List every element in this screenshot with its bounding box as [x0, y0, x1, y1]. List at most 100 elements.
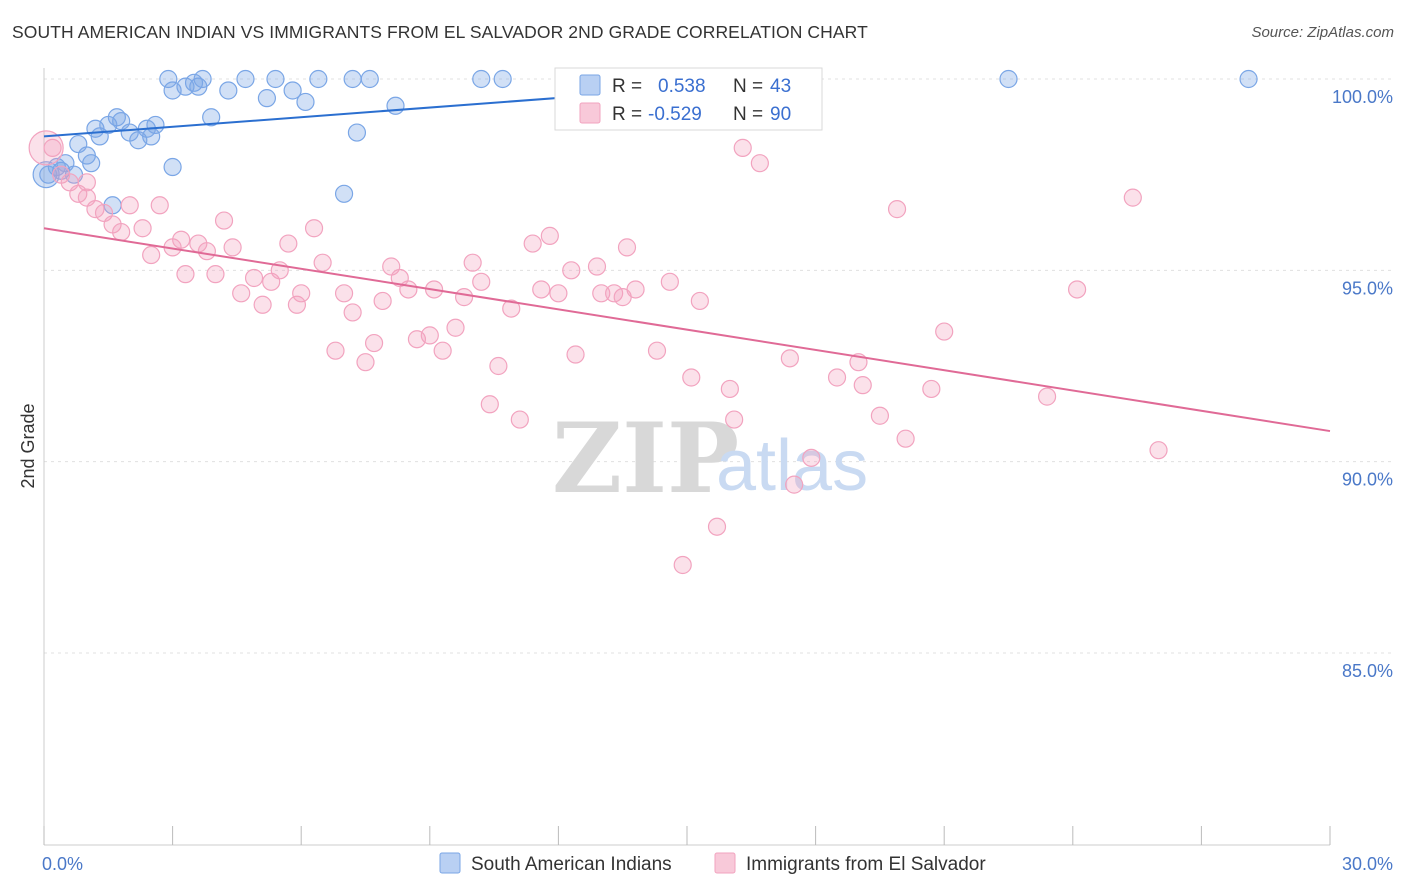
- data-point: [785, 475, 804, 494]
- data-point: [887, 200, 907, 219]
- data-point: [420, 326, 439, 345]
- data-point: [626, 280, 645, 299]
- data-point: [347, 123, 367, 142]
- data-point: [232, 284, 251, 303]
- data-point: [480, 395, 499, 414]
- data-point: [682, 368, 701, 387]
- data-point: [28, 130, 64, 166]
- data-point: [707, 517, 727, 536]
- data-point: [472, 272, 491, 291]
- legend-n-label-1: N =: [733, 76, 763, 97]
- data-point: [433, 341, 452, 360]
- legend-n-value-2: 90: [770, 104, 791, 125]
- data-point: [673, 555, 692, 575]
- watermark: ZIP atlas: [552, 402, 868, 515]
- data-point: [1239, 69, 1258, 89]
- data-point: [309, 69, 328, 89]
- bottom-legend: South American Indians Immigrants from E…: [439, 852, 986, 875]
- grid-lines: [44, 78, 1392, 654]
- data-point: [660, 272, 679, 291]
- bottom-legend-swatch-pink: [714, 852, 736, 874]
- data-point: [236, 69, 255, 89]
- data-point: [202, 108, 221, 127]
- data-point: [219, 81, 238, 100]
- data-point: [77, 173, 96, 192]
- data-point: [935, 322, 954, 341]
- data-point: [510, 410, 529, 429]
- data-point: [489, 356, 508, 376]
- data-point: [853, 376, 872, 395]
- data-point: [1123, 188, 1142, 207]
- data-point: [283, 81, 302, 100]
- data-point: [112, 222, 131, 242]
- data-point: [386, 96, 405, 115]
- data-point: [223, 238, 242, 257]
- x-tick-label: 0.0%: [42, 854, 83, 874]
- legend-n-label-2: N =: [733, 104, 763, 125]
- stats-legend: R = 0.538 N = 43 R = -0.529 N = 90: [554, 67, 823, 131]
- legend-swatch-blue: [579, 74, 601, 96]
- legend-swatch-pink: [579, 102, 601, 124]
- y-tick-labels: 85.0% 90.0% 95.0% 100.0%: [1332, 87, 1393, 681]
- data-point: [720, 379, 739, 399]
- data-point: [197, 242, 216, 261]
- data-point: [142, 127, 161, 146]
- data-point: [296, 92, 315, 112]
- data-point: [592, 284, 611, 303]
- data-point: [304, 219, 324, 238]
- data-point: [334, 284, 354, 303]
- data-point: [266, 69, 285, 89]
- x-tick-labels: 0.0% 30.0%: [42, 854, 1393, 874]
- data-point: [472, 69, 491, 89]
- data-point: [159, 69, 178, 89]
- data-point: [120, 196, 139, 215]
- series-immigrants-el-salvador: [28, 130, 1168, 575]
- data-point: [922, 379, 941, 399]
- data-point: [189, 77, 208, 96]
- data-point: [364, 333, 384, 353]
- data-point: [82, 154, 101, 173]
- chart-title: SOUTH AMERICAN INDIAN VS IMMIGRANTS FROM…: [12, 22, 868, 42]
- data-point: [750, 154, 769, 173]
- data-point: [562, 261, 581, 280]
- chart-source: Source: ZipAtlas.com: [1251, 24, 1394, 41]
- data-point: [399, 280, 418, 299]
- bottom-legend-label-2: Immigrants from El Salvador: [746, 854, 986, 875]
- data-point: [999, 69, 1018, 89]
- watermark-zip: ZIP: [552, 402, 739, 515]
- data-point: [463, 253, 482, 272]
- data-point: [334, 184, 354, 203]
- data-point: [549, 284, 568, 303]
- data-point: [566, 345, 585, 364]
- legend-r-value-1: 0.538: [658, 76, 706, 97]
- x-tick-label: 30.0%: [1342, 854, 1393, 874]
- legend-r-label-1: R =: [612, 76, 642, 97]
- data-point: [725, 410, 744, 429]
- data-point: [802, 448, 821, 467]
- y-tick-label: 95.0%: [1342, 278, 1393, 298]
- data-point: [292, 284, 311, 303]
- data-point: [163, 157, 182, 177]
- data-point: [86, 200, 105, 219]
- data-point: [523, 234, 542, 253]
- data-point: [343, 69, 362, 89]
- data-point: [279, 234, 298, 253]
- trend-line-pink: [43, 227, 1331, 433]
- data-point: [532, 280, 551, 299]
- data-point: [605, 284, 624, 303]
- data-point: [827, 368, 847, 387]
- data-point: [176, 77, 195, 96]
- axes: [43, 68, 1331, 846]
- data-point: [32, 161, 60, 189]
- data-point: [617, 238, 637, 257]
- y-tick-label: 90.0%: [1342, 470, 1393, 490]
- data-point: [142, 245, 161, 265]
- data-point: [257, 89, 277, 108]
- y-tick-label: 100.0%: [1332, 87, 1393, 107]
- data-point: [896, 429, 915, 448]
- data-point: [780, 349, 799, 368]
- y-axis-label: 2nd Grade: [18, 403, 38, 488]
- data-point: [446, 318, 465, 337]
- data-point: [493, 69, 512, 89]
